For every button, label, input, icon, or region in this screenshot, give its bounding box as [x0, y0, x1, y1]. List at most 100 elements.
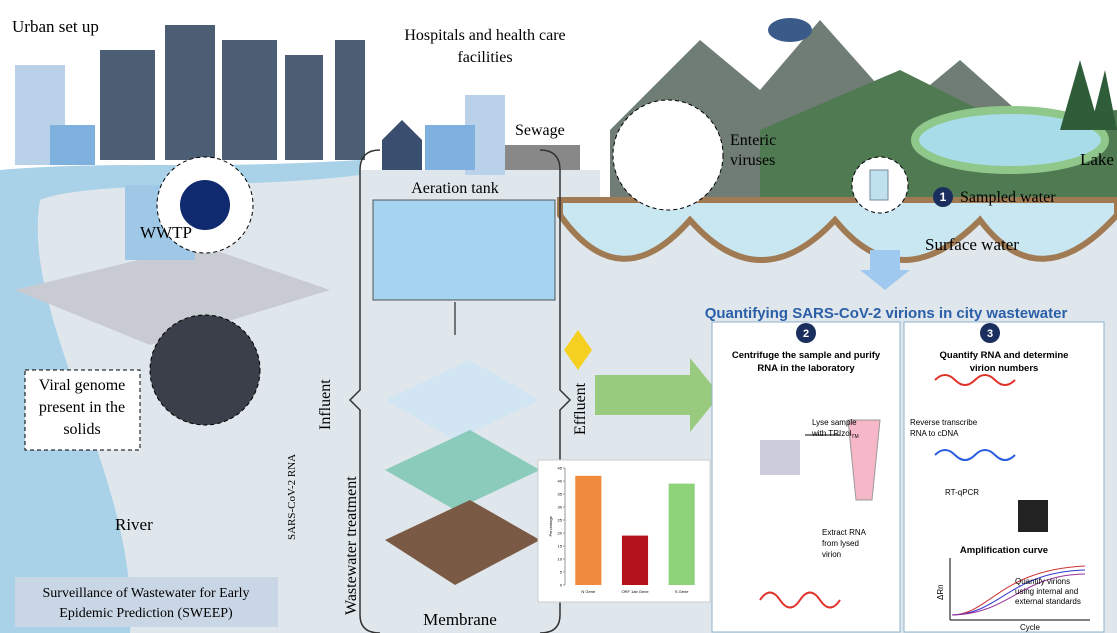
label: Surveillance of Wastewater for Early — [43, 586, 250, 601]
heading: RNA in the laboratory — [757, 363, 855, 374]
bar — [621, 535, 649, 585]
label: Sewage — [515, 122, 565, 139]
x-tick-label: S Gene — [675, 589, 689, 594]
y-tick-label: 40 — [558, 479, 563, 484]
label: Enteric — [730, 132, 776, 149]
sweep-box — [15, 577, 278, 627]
label: Effluent — [572, 382, 589, 435]
y-tick-label: 15 — [558, 544, 563, 549]
label: Quantify virions — [1015, 577, 1070, 586]
river-shape — [0, 160, 360, 633]
label: Epidemic Prediction (SWEEP) — [59, 606, 233, 621]
label: Viral genome — [39, 377, 126, 394]
label: with TRIzol — [811, 429, 852, 438]
bracket-right — [539, 149, 572, 633]
label: using internal and — [1015, 587, 1078, 596]
tube — [847, 419, 881, 501]
label: Sampled water — [960, 189, 1056, 206]
trees — [1060, 60, 1117, 130]
bar — [575, 475, 602, 585]
label: Membrane — [423, 610, 497, 629]
house — [382, 120, 422, 170]
buildings — [100, 25, 365, 160]
label: present in the — [39, 399, 125, 416]
y-tick-label: 10 — [558, 557, 563, 562]
heading: Centrifuge the sample and purify — [732, 350, 881, 361]
rna-strand — [934, 374, 1016, 386]
solids-zoom — [149, 314, 261, 426]
y-tick-label: 20 — [558, 531, 563, 536]
label: Wastewater treatment — [343, 476, 360, 615]
step-badge — [796, 323, 816, 343]
amp-curve — [951, 569, 1086, 616]
label: Aeration tank — [411, 180, 499, 197]
label: solids — [63, 421, 100, 438]
lake-shape — [911, 106, 1109, 174]
label: from lysed — [822, 539, 859, 548]
x-tick-label: N Gene — [581, 589, 596, 594]
hospital-wing — [50, 125, 95, 165]
bar — [668, 483, 695, 585]
wwtp-plant — [15, 245, 330, 345]
virus — [180, 180, 230, 230]
label: external standards — [1015, 597, 1081, 606]
label: virion — [822, 550, 841, 559]
y-tick-label: 30 — [558, 505, 563, 510]
surface-water — [557, 197, 1117, 263]
label: Surface water — [925, 235, 1019, 254]
membrane-layer — [385, 500, 540, 585]
aeration-tank — [372, 199, 556, 301]
rna-strand — [759, 591, 841, 609]
warning-icon — [564, 330, 592, 370]
heading: virion numbers — [970, 363, 1039, 374]
label: RT-qPCR — [945, 488, 979, 497]
label: with TRIzolTM — [811, 429, 859, 440]
label: River — [115, 515, 153, 534]
amp-curve — [951, 565, 1086, 616]
label: Lake — [1080, 150, 1114, 169]
title: Quantifying SARS-CoV-2 virions in city w… — [705, 305, 1068, 322]
membrane-layer — [385, 360, 540, 440]
label: SARS-CoV-2 RNA — [286, 454, 298, 540]
bracket-left — [348, 149, 381, 633]
label: Urban set up — [12, 17, 99, 36]
pcr-machine — [1018, 500, 1048, 532]
label: Lyse sample — [812, 418, 857, 427]
hospital-wing — [425, 125, 475, 170]
heading: Quantify RNA and determine — [940, 350, 1069, 361]
cdna-strand — [934, 449, 1016, 461]
step-number: 3 — [987, 328, 993, 340]
membrane-layer — [385, 430, 540, 510]
panel-3 — [903, 321, 1105, 633]
y-tick-label: 5 — [560, 570, 563, 575]
step-number: 2 — [803, 328, 809, 340]
effluent-arrow — [595, 358, 720, 432]
y-tick-label: 0 — [560, 583, 563, 588]
vial — [869, 169, 889, 201]
sewage-pipe — [505, 145, 580, 170]
heading: Amplification curve — [960, 545, 1048, 556]
step-number: 1 — [940, 190, 947, 204]
axis-label: ΔRn — [936, 584, 945, 600]
x-tick-label: ORF 1ab Gene — [621, 589, 649, 594]
label: viruses — [730, 152, 775, 169]
inset-plot: 0 5 10 15 20 25 30 35 40 45 Percentage N Gene ORF 1a… — [548, 466, 695, 594]
step-badge — [933, 187, 953, 207]
centrifuge — [760, 440, 800, 475]
label: WWTP — [140, 223, 192, 242]
cloud — [768, 18, 812, 42]
y-tick-label: 45 — [558, 466, 563, 471]
label: Reverse transcribe — [910, 418, 978, 427]
y-tick-label: 35 — [558, 492, 563, 497]
y-tick-label: 25 — [558, 518, 563, 523]
label: Hospitals and health care — [404, 27, 565, 44]
step-badge — [980, 323, 1000, 343]
label: facilities — [457, 49, 512, 66]
axis-label: Cycle — [1020, 623, 1041, 632]
enteric-zoom — [612, 99, 724, 211]
y-axis-label: Percentage — [548, 515, 553, 536]
down-arrow — [860, 250, 910, 290]
label: Influent — [317, 379, 334, 430]
amp-curve — [951, 573, 1086, 616]
